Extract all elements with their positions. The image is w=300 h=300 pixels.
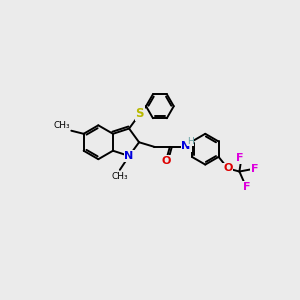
Text: O: O xyxy=(161,156,171,166)
Text: CH₃: CH₃ xyxy=(53,121,70,130)
Text: O: O xyxy=(223,164,232,173)
Text: N: N xyxy=(124,151,134,161)
Text: F: F xyxy=(243,182,250,192)
Text: N: N xyxy=(182,141,190,151)
Text: F: F xyxy=(251,164,259,174)
Text: F: F xyxy=(236,153,243,163)
Text: CH₃: CH₃ xyxy=(112,172,128,181)
Text: H: H xyxy=(187,137,194,146)
Text: S: S xyxy=(136,107,144,120)
